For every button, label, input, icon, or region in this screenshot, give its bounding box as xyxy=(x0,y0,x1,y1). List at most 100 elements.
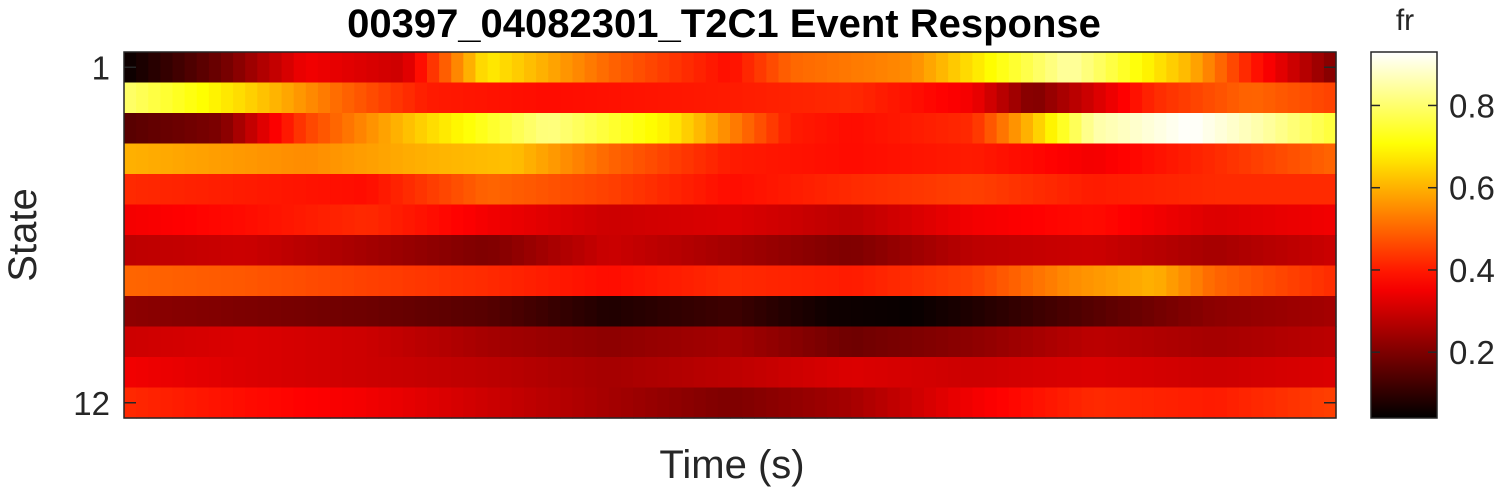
heatmap-cell xyxy=(681,357,695,389)
heatmap-cell xyxy=(693,52,707,84)
heatmap-cell xyxy=(851,204,864,236)
heatmap-cell xyxy=(923,82,937,114)
heatmap-cell xyxy=(948,82,961,114)
heatmap-cell xyxy=(693,235,707,267)
heatmap-cell xyxy=(1154,387,1167,419)
heatmap-cell xyxy=(584,174,598,206)
heatmap-cell xyxy=(220,357,234,389)
heatmap-cell xyxy=(742,387,755,419)
heatmap-cell xyxy=(1311,143,1325,175)
heatmap-cell xyxy=(620,204,634,236)
heatmap-cell xyxy=(1299,326,1313,358)
heatmap-cell xyxy=(742,143,755,175)
heatmap-cell xyxy=(633,357,646,389)
heatmap-cell xyxy=(487,204,501,236)
heatmap-cell xyxy=(439,326,452,358)
heatmap-cell xyxy=(1142,113,1155,145)
heatmap-cell xyxy=(317,387,331,419)
heatmap-cells xyxy=(124,52,1337,419)
heatmap-cell xyxy=(317,204,331,236)
heatmap-cell xyxy=(366,143,380,175)
heatmap-cell xyxy=(293,326,307,358)
heatmap-cell xyxy=(281,52,295,84)
heatmap-cell xyxy=(887,143,901,175)
heatmap-cell xyxy=(233,326,246,358)
heatmap-cell xyxy=(499,174,513,206)
heatmap-cell xyxy=(1081,235,1095,267)
heatmap-cell xyxy=(257,296,271,328)
heatmap-cell xyxy=(160,326,174,358)
heatmap-cell xyxy=(1178,52,1192,84)
heatmap-cell xyxy=(136,326,149,358)
heatmap-cell xyxy=(560,113,574,145)
heatmap-cell xyxy=(730,326,743,358)
heatmap-cell xyxy=(1275,204,1289,236)
heatmap-cell xyxy=(620,52,634,84)
heatmap-cell xyxy=(1093,265,1107,297)
heatmap-cell xyxy=(1045,174,1058,206)
heatmap-cell xyxy=(863,387,877,419)
heatmap-cell xyxy=(1202,82,1216,114)
heatmap-cell xyxy=(996,82,1010,114)
heatmap-cell xyxy=(1275,82,1289,114)
heatmap-cell xyxy=(342,387,355,419)
heatmap-cell xyxy=(124,204,137,236)
heatmap-cell xyxy=(717,143,731,175)
heatmap-cell xyxy=(402,113,416,145)
heatmap-cell xyxy=(754,326,767,358)
heatmap-cell xyxy=(148,296,161,328)
heatmap-cell xyxy=(936,357,949,389)
heatmap-cell xyxy=(1311,204,1325,236)
heatmap-cell xyxy=(1263,235,1276,267)
heatmap-cell xyxy=(923,235,937,267)
heatmap-cell xyxy=(172,113,186,145)
heatmap-cell xyxy=(972,387,986,419)
heatmap-cell xyxy=(851,235,864,267)
heatmap-cell xyxy=(136,204,149,236)
heatmap-cell xyxy=(536,235,549,267)
heatmap-cell xyxy=(136,143,149,175)
heatmap-cell xyxy=(802,357,816,389)
heatmap-cell xyxy=(584,82,598,114)
heatmap-cell xyxy=(293,204,307,236)
heatmap-cell xyxy=(1033,174,1046,206)
heatmap-cell xyxy=(948,52,961,84)
heatmap-cell xyxy=(1008,113,1022,145)
heatmap-cell xyxy=(511,52,525,84)
heatmap-cell xyxy=(148,326,161,358)
heatmap-cell xyxy=(766,387,780,419)
heatmap-cell xyxy=(972,204,986,236)
heatmap-cell xyxy=(414,113,428,145)
heatmap-cell xyxy=(960,52,973,84)
heatmap-cell xyxy=(1166,326,1180,358)
heatmap-cell xyxy=(754,357,767,389)
heatmap-cell xyxy=(1093,204,1107,236)
heatmap-cell xyxy=(1033,52,1046,84)
heatmap-cell xyxy=(1263,82,1276,114)
heatmap-cell xyxy=(1081,357,1095,389)
heatmap-cell xyxy=(548,52,561,84)
heatmap-cell xyxy=(705,357,719,389)
heatmap-cell xyxy=(1178,204,1192,236)
heatmap-cell xyxy=(293,52,307,84)
heatmap-cell xyxy=(1129,204,1143,236)
heatmap-cell xyxy=(1251,357,1264,389)
heatmap-cell xyxy=(693,174,707,206)
heatmap-cell xyxy=(814,357,828,389)
heatmap-cell xyxy=(1142,265,1155,297)
heatmap-cell xyxy=(220,326,234,358)
heatmap-cell xyxy=(136,82,149,114)
heatmap-cell xyxy=(439,82,452,114)
heatmap-cell xyxy=(124,357,137,389)
heatmap-cell xyxy=(1178,387,1192,419)
heatmap-cell xyxy=(366,235,380,267)
heatmap-cell xyxy=(463,387,477,419)
heatmap-cell xyxy=(705,82,719,114)
heatmap-cell xyxy=(354,265,367,297)
heatmap-cell xyxy=(257,357,271,389)
heatmap-cell xyxy=(1045,387,1058,419)
heatmap-cell xyxy=(1129,52,1143,84)
heatmap-cell xyxy=(584,52,598,84)
heatmap-cell xyxy=(826,357,840,389)
heatmap-cell xyxy=(766,326,780,358)
